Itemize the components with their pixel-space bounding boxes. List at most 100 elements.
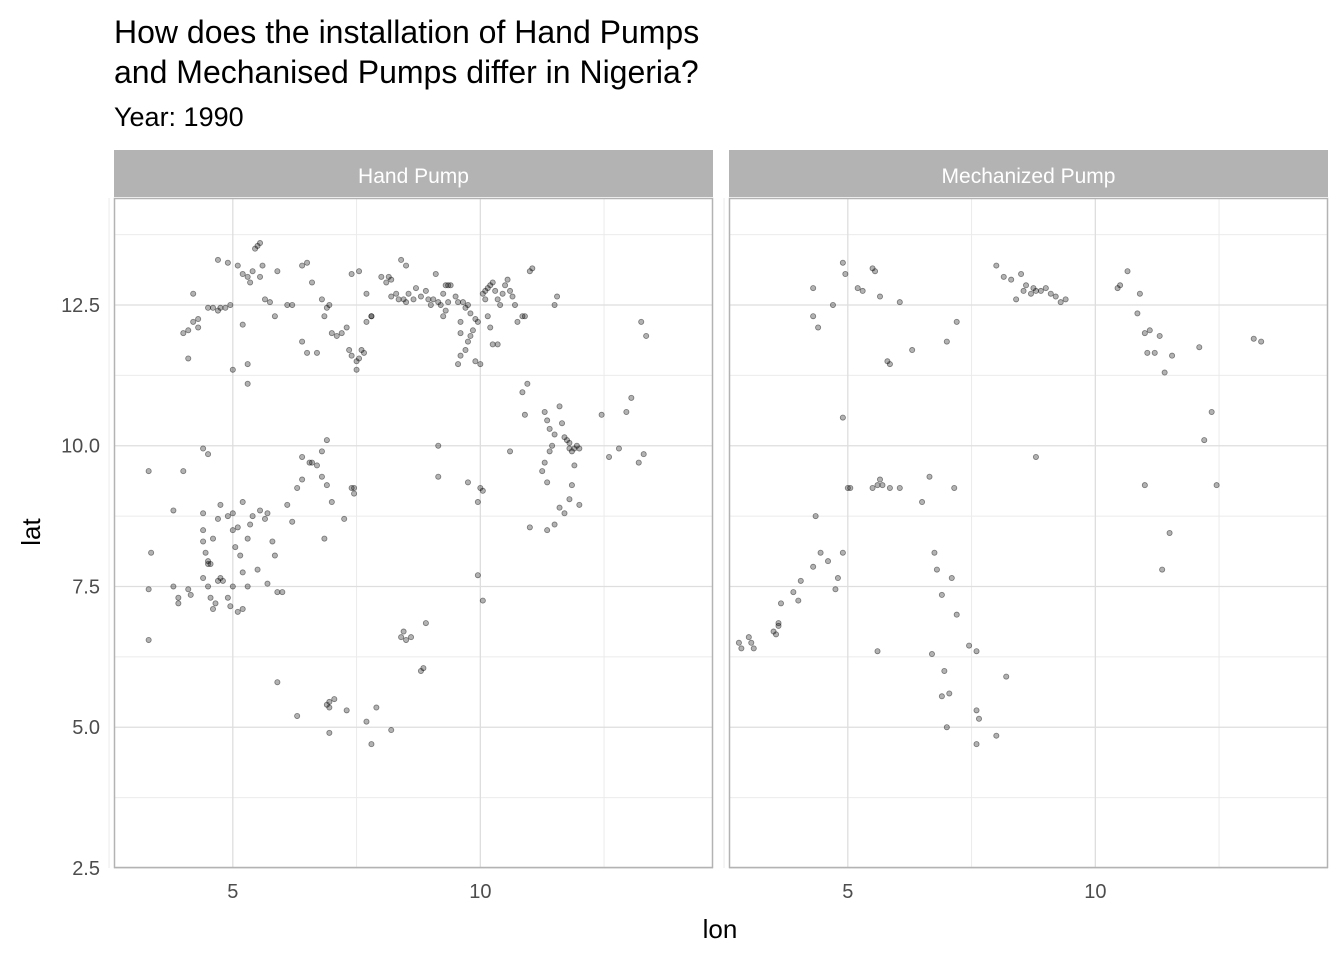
data-point: [1117, 282, 1124, 289]
data-point: [328, 330, 335, 337]
data-point: [467, 332, 474, 339]
data-point: [190, 290, 197, 297]
data-point: [368, 313, 375, 320]
data-point: [556, 504, 563, 511]
data-point: [185, 355, 192, 362]
data-point: [395, 296, 402, 303]
data-point: [351, 484, 358, 491]
data-point: [1042, 285, 1049, 292]
data-point: [474, 318, 481, 325]
data-point: [398, 256, 405, 263]
data-point: [1141, 330, 1148, 337]
data-point: [884, 358, 891, 365]
facet-panel: Hand Pump: [108, 150, 714, 869]
facet-strip: [114, 150, 713, 197]
data-point: [561, 434, 568, 441]
data-point: [274, 268, 281, 275]
data-point: [1052, 293, 1059, 300]
data-point: [931, 549, 938, 556]
data-point: [514, 318, 521, 325]
data-point: [1114, 285, 1121, 292]
data-point: [400, 296, 407, 303]
data-point: [573, 442, 580, 449]
data-point: [437, 301, 444, 308]
data-point: [839, 549, 846, 556]
data-point: [356, 355, 363, 362]
data-point: [1018, 271, 1025, 278]
data-point: [886, 361, 893, 368]
data-point: [266, 299, 273, 306]
data-point: [200, 538, 207, 545]
data-point: [1156, 332, 1163, 339]
data-point: [457, 318, 464, 325]
data-point: [775, 620, 782, 627]
data-point: [973, 741, 980, 748]
y-tick-label: 2.5: [72, 858, 100, 880]
data-point: [948, 575, 955, 582]
data-point: [214, 577, 221, 584]
data-point: [526, 524, 533, 531]
data-point: [227, 603, 234, 610]
data-point: [445, 299, 452, 306]
data-point: [993, 262, 1000, 269]
data-point: [566, 496, 573, 503]
data-point: [309, 279, 316, 286]
data-point: [378, 273, 385, 280]
data-point: [770, 628, 777, 635]
data-point: [368, 313, 375, 320]
data-point: [217, 304, 224, 311]
data-point: [943, 724, 950, 731]
data-point: [190, 318, 197, 325]
data-point: [257, 240, 264, 247]
data-point: [1161, 369, 1168, 376]
data-point: [217, 501, 224, 508]
data-point: [358, 347, 365, 354]
data-point: [224, 513, 231, 520]
data-point: [346, 347, 353, 354]
data-point: [472, 358, 479, 365]
data-point: [519, 313, 526, 320]
data-point: [464, 338, 471, 345]
data-point: [777, 600, 784, 607]
data-point: [1000, 273, 1007, 280]
data-point: [462, 347, 469, 354]
data-point: [383, 279, 390, 286]
data-point: [271, 313, 278, 320]
data-point: [519, 389, 526, 396]
data-point: [373, 704, 380, 711]
data-point: [254, 566, 261, 573]
data-point: [479, 487, 486, 494]
data-point: [797, 577, 804, 584]
data-point: [318, 296, 325, 303]
data-point: [175, 594, 182, 601]
data-point: [842, 271, 849, 278]
data-point: [748, 639, 755, 646]
data-point: [1196, 344, 1203, 351]
data-point: [507, 287, 514, 294]
data-point: [973, 707, 980, 714]
data-point: [810, 285, 817, 292]
data-point: [321, 535, 328, 542]
data-point: [859, 287, 866, 294]
data-point: [408, 634, 415, 641]
data-point: [430, 296, 437, 303]
data-point: [398, 634, 405, 641]
data-point: [839, 259, 846, 266]
data-point: [606, 453, 613, 460]
data-point: [351, 490, 358, 497]
data-point: [825, 558, 832, 565]
data-point: [247, 521, 254, 528]
data-point: [554, 293, 561, 300]
data-point: [551, 521, 558, 528]
data-point: [185, 327, 192, 334]
data-point: [244, 380, 251, 387]
data-point: [284, 501, 291, 508]
data-point: [1136, 290, 1143, 297]
data-point: [323, 701, 330, 708]
data-point: [494, 341, 501, 348]
data-point: [926, 473, 933, 480]
data-point: [829, 301, 836, 308]
data-point: [309, 459, 316, 466]
data-point: [464, 301, 471, 308]
data-point: [279, 589, 286, 596]
